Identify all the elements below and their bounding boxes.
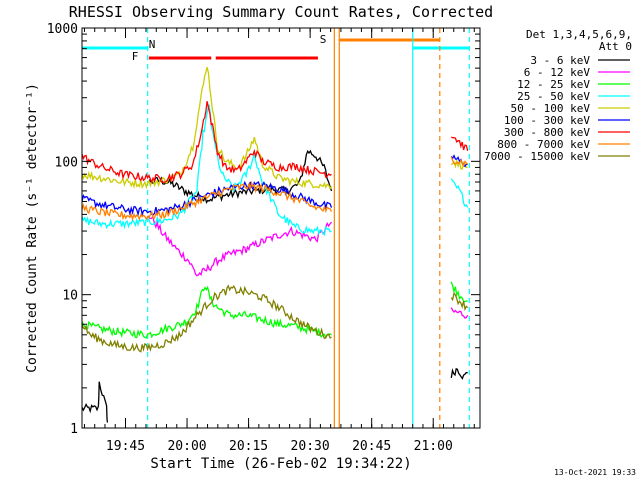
footer-date: 13-Oct-2021 19:33 xyxy=(554,468,636,477)
x-tick-label: 20:45 xyxy=(352,439,391,454)
series-line xyxy=(81,104,332,237)
series-line xyxy=(450,292,469,312)
y-tick-label: 100 xyxy=(55,155,78,170)
legend-label: 800 - 7000 keV xyxy=(497,138,590,151)
series-line xyxy=(81,381,109,423)
series-line xyxy=(81,180,333,222)
series-line xyxy=(147,215,333,277)
y-axis-label: Corrected Count Rate (s⁻¹ detector⁻¹) xyxy=(25,83,40,373)
y-tick-label: 1000 xyxy=(47,22,78,37)
series-line xyxy=(450,154,468,168)
series-line xyxy=(147,149,333,204)
legend-label: 6 - 12 keV xyxy=(524,66,591,79)
series-line xyxy=(451,136,469,151)
x-tick-label: 20:00 xyxy=(167,439,206,454)
y-tick-label: 1 xyxy=(70,422,78,437)
series-line xyxy=(450,307,469,319)
legend-label: 50 - 100 keV xyxy=(511,102,591,115)
series-line xyxy=(450,178,469,208)
legend-label: 3 - 6 keV xyxy=(530,54,590,67)
x-tick-label: 20:30 xyxy=(291,439,330,454)
x-axis-label: Start Time (26-Feb-02 19:34:22) xyxy=(150,456,411,472)
series-line xyxy=(81,66,333,191)
legend-label: 100 - 300 keV xyxy=(504,114,590,127)
saa-flag-label: S xyxy=(320,33,327,46)
series-line xyxy=(81,285,332,339)
legend-label: 7000 - 15000 keV xyxy=(484,150,590,163)
series-line xyxy=(450,367,468,380)
series-line xyxy=(450,281,468,303)
legend-label: 300 - 800 keV xyxy=(504,126,590,139)
x-tick-label: 19:45 xyxy=(106,439,145,454)
flare-flag-label: F xyxy=(132,50,139,63)
legend-header: Det 1,3,4,5,6,9, xyxy=(526,28,632,41)
chart-title: RHESSI Observing Summary Count Rates, Co… xyxy=(69,3,493,21)
series-line xyxy=(81,284,332,353)
x-tick-label: 20:15 xyxy=(229,439,268,454)
series-line xyxy=(81,101,332,184)
series-line xyxy=(450,156,469,168)
legend-label: 12 - 25 keV xyxy=(517,78,590,91)
night-flag-label: N xyxy=(149,38,156,51)
legend-label: 25 - 50 keV xyxy=(517,90,590,103)
y-tick-label: 10 xyxy=(62,289,78,304)
plot-frame xyxy=(81,27,481,429)
legend-header: Att 0 xyxy=(599,40,632,53)
x-tick-label: 21:00 xyxy=(414,439,453,454)
